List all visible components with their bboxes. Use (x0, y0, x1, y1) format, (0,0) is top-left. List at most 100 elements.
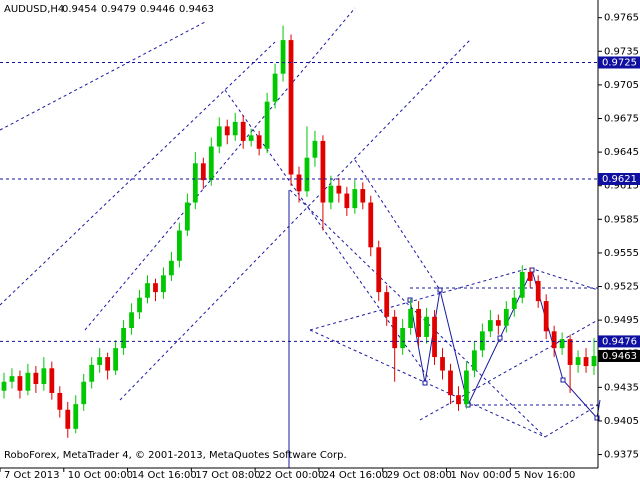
candle-body (200, 163, 206, 181)
candle-body (121, 327, 126, 349)
candle-body (575, 357, 581, 365)
candle-body (503, 308, 509, 326)
x-tick-label: 24 Oct 16:00 (323, 470, 388, 480)
candle-body (567, 339, 573, 365)
candle-body (9, 376, 15, 382)
candle-body (559, 339, 565, 349)
symbol: AUDUSD,H4 (4, 4, 64, 15)
candle-body (224, 126, 230, 136)
x-tick-label: 5 Nov 16:00 (514, 470, 575, 480)
y-tick-label: 0.9375 (604, 450, 639, 461)
candle-body (312, 140, 318, 158)
header-value: 0.9463 (179, 4, 214, 15)
candle-body (73, 404, 79, 429)
candle-body (192, 163, 198, 203)
candle-body (368, 202, 374, 248)
candle-body (240, 121, 246, 141)
candle-body (113, 348, 119, 371)
last-price-label: 0.9463 (602, 351, 637, 362)
candle-body (495, 320, 501, 326)
y-tick-label: 0.9585 (604, 214, 639, 225)
y-tick-label: 0.9675 (604, 114, 639, 125)
candle-body (472, 350, 477, 371)
x-tick-label: 29 Oct 08:00 (387, 470, 452, 480)
candle-body (17, 376, 23, 391)
candle-body (487, 320, 493, 332)
x-tick-label: 1 Nov 00:00 (451, 470, 512, 480)
header-value: 0.9454 (62, 4, 97, 15)
candle-body (177, 230, 182, 261)
candle-body (376, 247, 382, 293)
y-tick-label: 0.9495 (604, 315, 639, 326)
candle-body (543, 301, 549, 332)
candle-body (360, 189, 366, 203)
price-tag (598, 335, 640, 348)
candle-body (161, 275, 166, 293)
price-tag-label: 0.9621 (602, 174, 637, 185)
candle-body (519, 271, 525, 298)
candle-body (145, 283, 150, 298)
candle-body (296, 174, 302, 192)
x-tick-label: 22 Oct 00:00 (259, 470, 324, 480)
y-tick-label: 0.9765 (604, 13, 639, 24)
header-value: 0.9446 (140, 4, 175, 15)
candle-body (184, 202, 190, 231)
candle-body (248, 135, 254, 141)
candle-body (320, 140, 326, 203)
candle-body (591, 355, 597, 367)
header-value: 0.9479 (101, 4, 136, 15)
candle-body (81, 381, 87, 405)
candle-body (408, 308, 414, 328)
x-tick-label: 17 Oct 08:00 (195, 470, 260, 480)
candle-body (288, 40, 294, 175)
y-tick-label: 0.9525 (604, 282, 639, 293)
candle-body (105, 357, 111, 371)
candle-body (232, 121, 238, 136)
candle-body (65, 409, 71, 429)
price-tag (598, 172, 640, 185)
candle-body (256, 135, 262, 149)
candle-body (424, 316, 429, 337)
candle-body (49, 368, 55, 393)
candle-body (328, 185, 334, 203)
candle-body (511, 297, 517, 309)
candle-body (1, 381, 7, 391)
candle-body (336, 185, 342, 194)
x-tick-label: 7 Oct 2013 (4, 470, 59, 480)
candle-body (464, 370, 469, 405)
y-tick-label: 0.9555 (604, 248, 639, 259)
candle-body (448, 370, 453, 396)
candle-body (440, 357, 445, 371)
candle-body (137, 297, 142, 313)
candle-body (535, 280, 541, 302)
candle-body (384, 292, 390, 317)
candle-body (129, 312, 134, 328)
candle-body (432, 316, 437, 358)
price-tag (598, 56, 640, 69)
y-tick-label: 0.9645 (604, 147, 639, 158)
candle-body (208, 146, 214, 181)
x-tick-label: 10 Oct 00:00 (68, 470, 133, 480)
candle-body (344, 193, 350, 209)
candle-body (97, 357, 103, 365)
x-tick-label: 14 Oct 16:00 (132, 470, 197, 480)
footer: RoboForex, MetaTrader 4, © 2001-2013, Me… (4, 450, 347, 461)
candle-body (527, 271, 533, 281)
candle-body (392, 316, 398, 349)
candle-body (280, 40, 286, 74)
candle-body (57, 392, 63, 410)
candle-body (33, 372, 39, 384)
y-tick-label: 0.9405 (604, 416, 639, 427)
candle-body (264, 101, 270, 149)
candle-body (583, 357, 589, 367)
candle-body (216, 126, 222, 147)
y-tick-label: 0.9435 (604, 382, 639, 393)
candle-body (551, 331, 557, 349)
candle-body (479, 331, 485, 351)
y-tick-label: 0.9615 (604, 181, 639, 192)
candle-body (169, 260, 174, 276)
candle-body (153, 283, 158, 293)
last-price-tag (598, 349, 640, 362)
